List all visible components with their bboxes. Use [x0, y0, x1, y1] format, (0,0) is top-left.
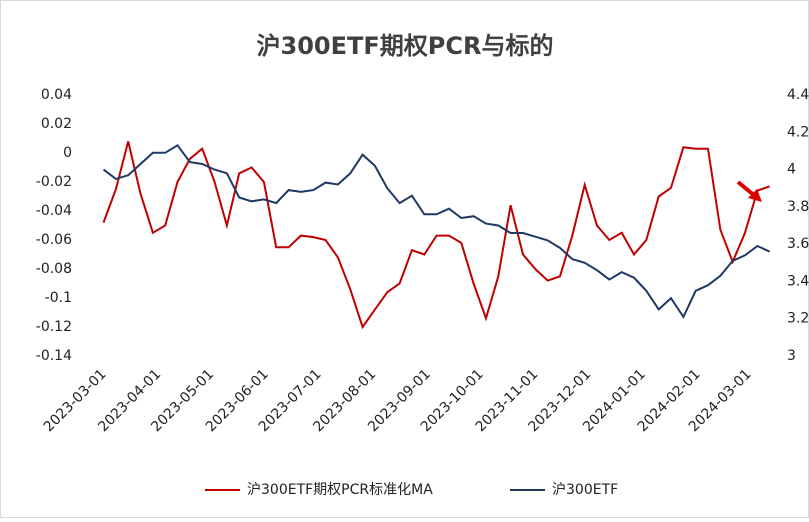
line-series [102, 141, 771, 330]
y-tick-label: -0.02 [36, 174, 72, 190]
y-tick-label: 0 [63, 145, 72, 161]
line-series [102, 143, 771, 319]
y2-tick-label: 3.8 [787, 199, 809, 215]
y-tick-label: -0.14 [36, 348, 72, 364]
y-tick-label: -0.08 [36, 261, 72, 277]
y2-tick-label: 3 [787, 348, 796, 364]
y2-tick-label: 3.4 [787, 273, 809, 289]
y-tick-label: 0.02 [41, 116, 72, 132]
y2-tick-label: 4 [787, 162, 796, 178]
y2-tick-label: 4.2 [787, 124, 809, 140]
y2-tick-label: 3.6 [787, 236, 809, 252]
y-tick-label: 0.04 [41, 87, 72, 103]
y-tick-label: -0.12 [36, 319, 72, 335]
y-tick-label: -0.1 [45, 290, 72, 306]
chart-title: 沪300ETF期权PCR与标的 [257, 32, 554, 60]
y2-tick-label: 4.4 [787, 87, 809, 103]
y2-tick-label: 3.2 [787, 311, 809, 327]
y-tick-label: -0.04 [36, 203, 72, 219]
legend-label: 沪300ETF [552, 482, 618, 498]
y-tick-label: -0.06 [36, 232, 72, 248]
legend-label: 沪300ETF期权PCR标准化MA [247, 482, 433, 498]
